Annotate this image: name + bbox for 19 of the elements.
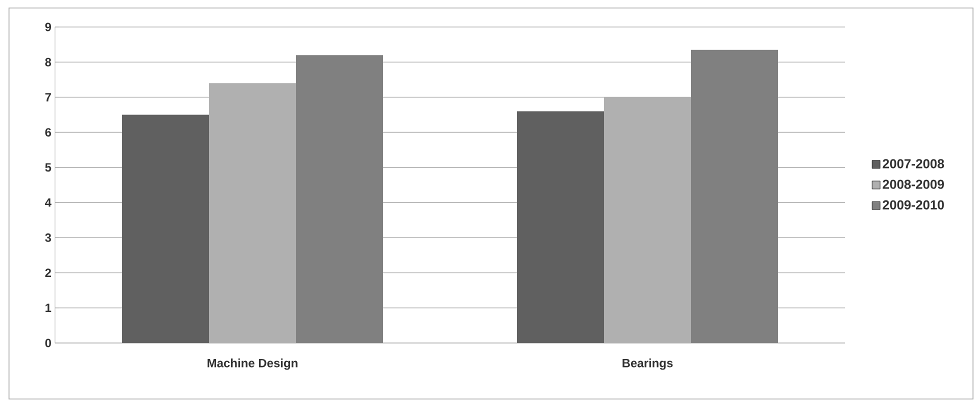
legend-label: 2007-2008 <box>882 159 944 168</box>
legend-label: 2008-2009 <box>882 180 944 189</box>
x-tick-label: Machine Design <box>208 358 298 370</box>
y-tick-label: 9 <box>45 22 52 32</box>
y-tick-label: 1 <box>46 304 52 312</box>
y-tick-label: 3 <box>45 233 52 242</box>
y-tick-label: 0 <box>45 338 51 348</box>
bar <box>296 55 384 343</box>
bar <box>517 111 604 343</box>
y-tick-label: 4 <box>44 198 52 207</box>
legend-label: 2009-2010 <box>882 200 944 210</box>
y-tick-label: 6 <box>45 128 52 137</box>
bar <box>122 114 210 343</box>
y-tick-label: 7 <box>45 93 51 102</box>
x-tick-label: Bearings <box>622 358 673 370</box>
y-tick-label: 5 <box>45 163 52 172</box>
bar <box>691 50 778 343</box>
y-tick-label: 8 <box>45 58 52 66</box>
y-tick-label: 2 <box>45 268 51 277</box>
